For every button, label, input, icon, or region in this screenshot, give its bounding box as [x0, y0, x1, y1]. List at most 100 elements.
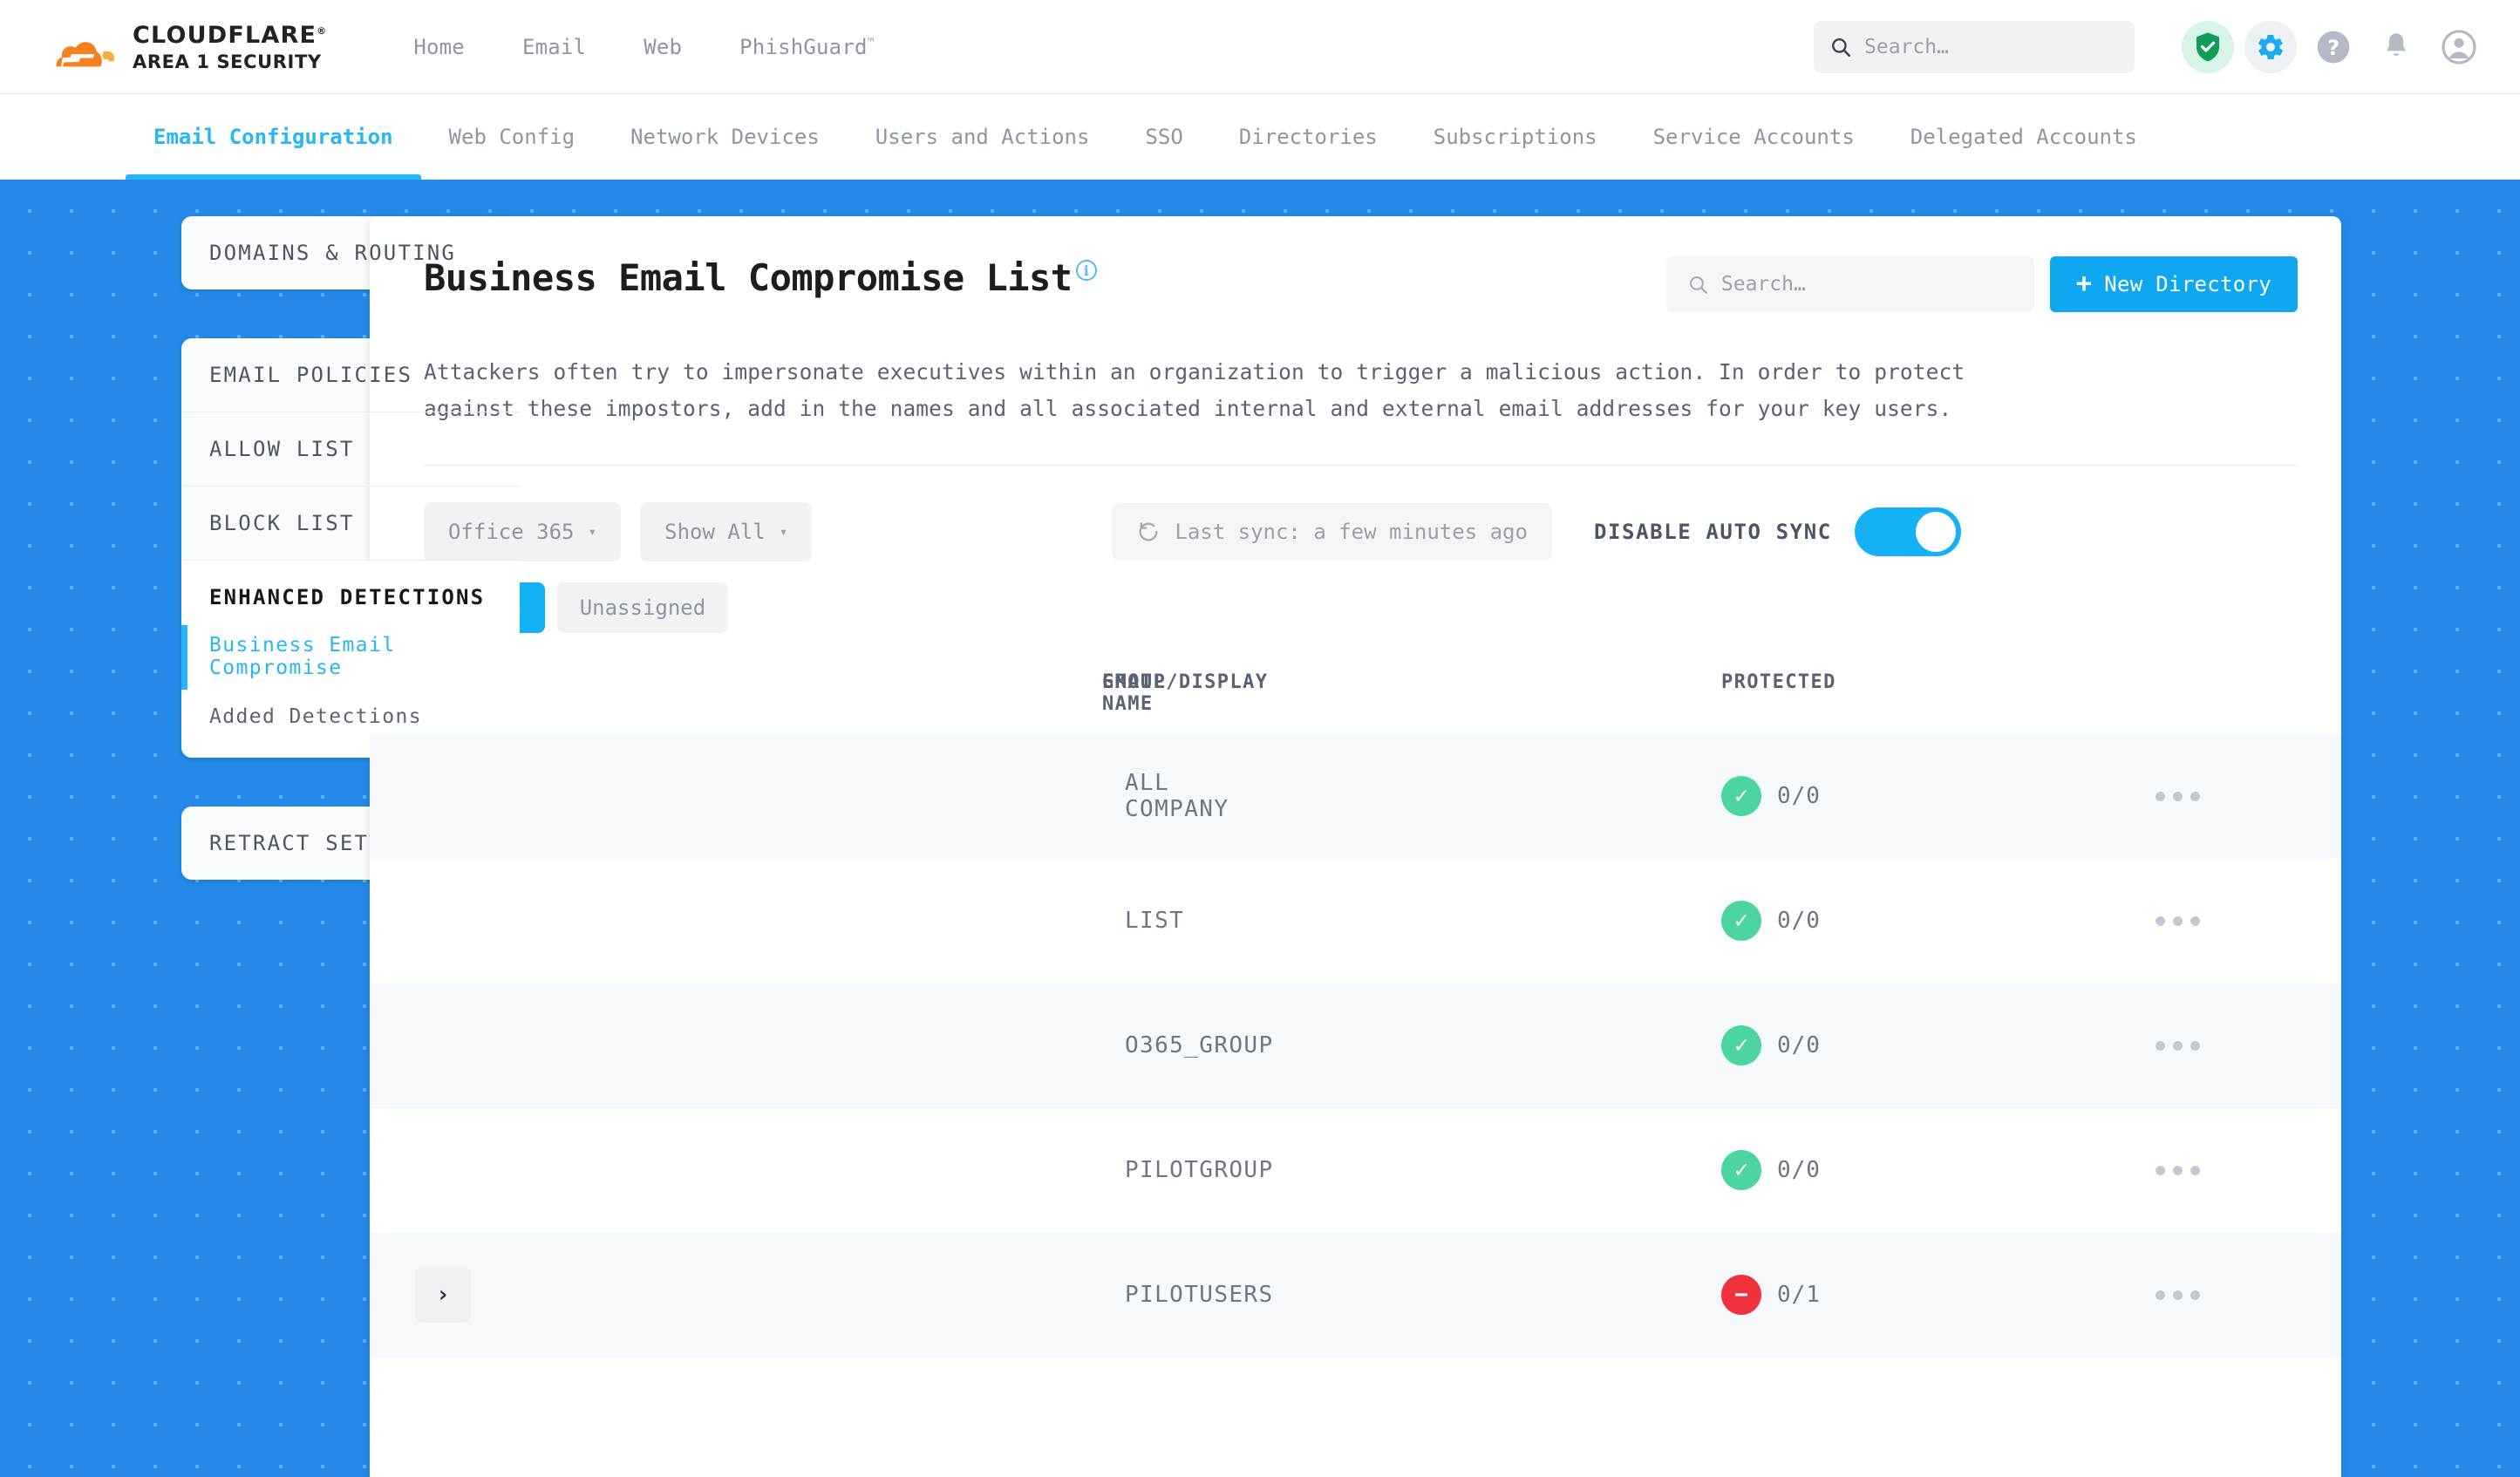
cell-protected: ✓ 0/0 [1721, 1150, 2341, 1191]
protected-count: 0/0 [1777, 1032, 1821, 1059]
protected-count: 0/0 [1777, 783, 1821, 810]
tab-sso[interactable]: SSO [1145, 125, 1183, 149]
show-filter-label: Show All [664, 519, 766, 544]
sidebar-item-domains-routing[interactable]: DOMAINS & ROUTING [209, 241, 457, 265]
cell-protected: ✓ 0/0 [1721, 1025, 2341, 1066]
global-search-placeholder: Search… [1864, 36, 1949, 58]
toggle-knob [1915, 511, 1956, 552]
directory-search-placeholder: Search… [1720, 273, 1806, 296]
search-icon [1832, 38, 1851, 58]
brand-registered-mark: ® [317, 24, 328, 37]
header-actions: Search… ? [1814, 21, 2485, 73]
last-sync-status[interactable]: Last sync: a few minutes ago [1112, 502, 1552, 561]
tab-network-devices[interactable]: Network Devices [630, 125, 820, 149]
expand-row-button[interactable]: › [415, 1267, 471, 1324]
top-header-bar: CLOUDFLARE® AREA 1 SECURITY Home Email W… [0, 0, 2520, 94]
sidebar-item-email-policies[interactable]: EMAIL POLICIES [181, 338, 520, 412]
nav-item-email[interactable]: Email [521, 35, 587, 59]
new-directory-button[interactable]: + New Directory [2049, 256, 2298, 312]
disable-auto-sync-label: DISABLE AUTO SYNC [1593, 519, 1832, 544]
sidebar-group-enhanced-detections: ENHANCED DETECTIONS [181, 561, 520, 622]
status-badge-ok: ✓ [1721, 776, 1761, 817]
divider [424, 464, 2298, 466]
bell-icon[interactable] [2370, 21, 2422, 73]
table-row[interactable]: O365_GROUP ✓ 0/0 [370, 983, 2341, 1108]
nav-item-home[interactable]: Home [413, 35, 465, 59]
group-name-text: PILOTGROUP [1125, 1157, 1274, 1184]
tab-email-configuration[interactable]: Email Configuration [126, 94, 421, 180]
table-row[interactable]: LIST ✓ 0/0 [370, 858, 2341, 984]
provider-filter-dropdown[interactable]: Office 365 ▾ [424, 501, 622, 562]
group-name-text: LIST [1125, 908, 1185, 935]
left-sidebar: DOMAINS & ROUTING EMAIL POLICIES ALLOW L… [0, 216, 520, 1477]
sidebar-card-domains: DOMAINS & ROUTING [181, 216, 520, 289]
tab-web-config[interactable]: Web Config [448, 125, 576, 149]
auto-sync-toggle[interactable] [1854, 507, 1961, 556]
content-header: Business Email Compromise List i Search… [424, 256, 2298, 312]
status-badge-error: − [1721, 1275, 1761, 1316]
group-name-text: O365_GROUP [1125, 1032, 1274, 1059]
cloudflare-cloud-icon [56, 42, 115, 67]
directory-search-input[interactable]: Search… [1665, 256, 2034, 312]
search-icon [1689, 276, 1707, 294]
tab-service-accounts[interactable]: Service Accounts [1652, 125, 1855, 149]
nav-item-phishguard[interactable]: PhishGuard™ [739, 35, 875, 59]
status-badge-ok: ✓ [1721, 1150, 1761, 1191]
page-title: Business Email Compromise List i [424, 256, 1097, 299]
group-name-text: ALL COMPANY [1125, 770, 1229, 823]
cell-protected: ✓ 0/0 [1721, 901, 2341, 942]
main-card: Business Email Compromise List i Search… [370, 216, 2341, 1477]
tab-unassigned[interactable]: Unassigned [556, 582, 729, 633]
account-icon[interactable] [2433, 21, 2485, 73]
shield-check-icon[interactable] [2182, 21, 2234, 73]
brand-line-1: CLOUDFLARE® [133, 21, 328, 49]
tab-users-and-actions[interactable]: Users and Actions [875, 125, 1090, 149]
cell-group-name: PILOTGROUP [370, 1157, 1272, 1183]
help-icon[interactable]: ? [2307, 21, 2360, 73]
row-actions-menu[interactable] [2156, 1290, 2200, 1300]
sidebar-item-allow-list[interactable]: ALLOW LIST [181, 412, 520, 487]
cell-group-name: ALL COMPANY [370, 770, 1228, 822]
protected-count: 0/0 [1777, 908, 1821, 935]
cell-group-name: O365_GROUP [370, 1032, 1272, 1058]
column-header-email: EMAIL [1102, 670, 1167, 693]
provider-filter-label: Office 365 [448, 519, 575, 544]
tab-subscriptions[interactable]: Subscriptions [1433, 125, 1597, 149]
content-header-actions: Search… + New Directory [1665, 256, 2298, 312]
sidebar-item-business-email-compromise[interactable]: Business Email Compromise [181, 622, 520, 693]
nav-item-web[interactable]: Web [644, 35, 683, 59]
global-search-input[interactable]: Search… [1814, 21, 2135, 73]
group-name-text: PILOTUSERS [1125, 1282, 1274, 1309]
sidebar-card-policies: EMAIL POLICIES ALLOW LIST BLOCK LIST ENH… [181, 338, 520, 758]
chevron-down-icon: ▾ [588, 523, 597, 541]
row-actions-menu[interactable] [2156, 1040, 2200, 1051]
main-content-wrapper: Business Email Compromise List i Search… [370, 216, 2520, 1477]
table-header-row: GROUP/DISPLAY NAME EMAIL PROTECTED [370, 671, 2341, 734]
column-header-group-display-name: GROUP/DISPLAY NAME [1102, 670, 1269, 715]
row-actions-menu[interactable] [2156, 915, 2200, 926]
row-actions-menu[interactable] [2156, 1165, 2200, 1175]
view-tabs: Groups Unassigned [424, 582, 2298, 633]
primary-nav: Home Email Web PhishGuard™ [385, 35, 902, 59]
svg-text:?: ? [2327, 36, 2340, 60]
protected-count: 0/1 [1777, 1282, 1821, 1309]
sidebar-item-block-list[interactable]: BLOCK LIST [181, 487, 520, 561]
directory-table: GROUP/DISPLAY NAME EMAIL PROTECTED ALL C… [370, 671, 2341, 1358]
brand-line-2: AREA 1 SECURITY [133, 51, 322, 72]
cloudflare-logo[interactable]: CLOUDFLARE® AREA 1 SECURITY [38, 22, 327, 72]
secondary-nav: Email Configuration Web Config Network D… [0, 94, 2520, 180]
status-badge-ok: ✓ [1721, 1025, 1761, 1066]
table-row[interactable]: › PILOTUSERS − 0/1 [370, 1232, 2341, 1358]
cell-group-name: LIST [370, 908, 1183, 934]
info-icon[interactable]: i [1075, 260, 1097, 281]
tab-directories[interactable]: Directories [1238, 125, 1378, 149]
show-filter-dropdown[interactable]: Show All ▾ [640, 501, 813, 562]
row-actions-menu[interactable] [2156, 791, 2200, 801]
tab-delegated-accounts[interactable]: Delegated Accounts [1910, 125, 2137, 149]
page-body: DOMAINS & ROUTING EMAIL POLICIES ALLOW L… [0, 180, 2520, 1477]
column-header-protected: PROTECTED [1721, 670, 1836, 693]
table-row[interactable]: ALL COMPANY ✓ 0/0 [370, 733, 2341, 859]
gear-icon[interactable] [2244, 21, 2297, 73]
sidebar-item-added-detections[interactable]: Added Detections [181, 693, 520, 758]
table-row[interactable]: PILOTGROUP ✓ 0/0 [370, 1107, 2341, 1233]
